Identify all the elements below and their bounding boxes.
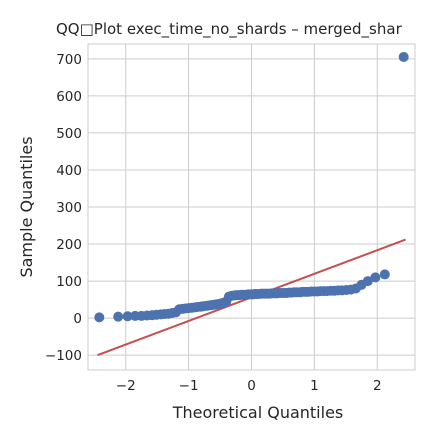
y-tick-label: 600 xyxy=(56,89,82,105)
y-tick-label: 200 xyxy=(56,237,82,253)
y-tick-label: 0 xyxy=(73,311,82,327)
y-tick-label: 400 xyxy=(56,163,82,179)
y-tick-label: −100 xyxy=(45,348,82,364)
y-tick-label: 300 xyxy=(56,200,82,216)
x-tick-label: −2 xyxy=(116,378,136,394)
chart-title: QQ□Plot exec_time_no_shards – merged_sha… xyxy=(56,20,403,39)
data-point xyxy=(94,312,105,323)
y-tick-label: 100 xyxy=(56,274,82,290)
plot-frame xyxy=(87,43,416,371)
data-point xyxy=(113,311,124,322)
x-axis-label: Theoretical Quantiles xyxy=(172,403,344,422)
y-axis-label: Sample Quantiles xyxy=(17,136,36,277)
x-tick-label: 0 xyxy=(247,378,256,394)
x-tick-label: −1 xyxy=(179,378,199,394)
data-point xyxy=(370,272,381,283)
data-point xyxy=(362,276,373,287)
y-tick-label: 700 xyxy=(56,52,82,68)
data-point xyxy=(398,51,409,62)
data-point xyxy=(379,269,390,280)
x-tick-label: 1 xyxy=(310,378,319,394)
y-tick-label: 500 xyxy=(56,126,82,142)
data-point xyxy=(122,311,133,322)
x-tick-label: 2 xyxy=(373,378,382,394)
